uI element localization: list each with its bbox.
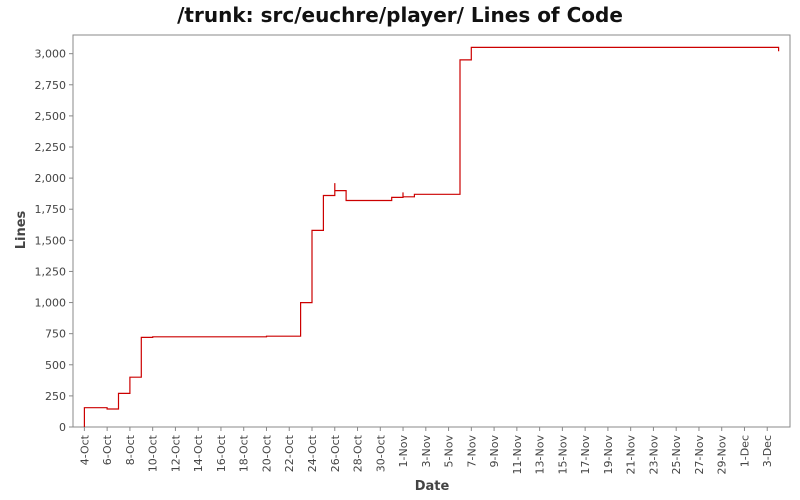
series-layer: [83, 46, 780, 427]
y-tick-label: 1,250: [35, 265, 67, 278]
x-tick-label: 6-Oct: [101, 434, 114, 465]
y-tick-label: 250: [45, 390, 66, 403]
chart-title: /trunk: src/euchre/player/ Lines of Code: [177, 3, 623, 27]
y-tick-label: 2,000: [35, 172, 67, 185]
y-tick-label: 2,500: [35, 110, 67, 123]
x-tick-label: 5-Nov: [443, 435, 456, 468]
x-tick-label: 3-Nov: [420, 435, 433, 468]
x-tick-label: 11-Nov: [511, 435, 524, 475]
y-tick-label: 1,000: [35, 297, 67, 310]
x-tick-label: 16-Oct: [215, 434, 228, 472]
x-tick-label: 25-Nov: [670, 435, 683, 475]
y-tick-label: 500: [45, 359, 66, 372]
x-tick-label: 1-Dec: [738, 435, 751, 467]
x-axis: 4-Oct 6-Oct 8-Oct 10-Oct 12-Oct 14-Oct 16-Oct 1…: [78, 427, 774, 474]
x-tick-label: 28-Oct: [352, 434, 365, 472]
x-tick-label: 24-Oct: [306, 434, 319, 472]
y-axis-label: Lines: [14, 210, 29, 249]
y-tick-label: 2,750: [35, 79, 67, 92]
y-tick-label: 0: [59, 421, 66, 434]
x-tick-label: 14-Oct: [192, 434, 205, 472]
x-tick-label: 1-Nov: [397, 435, 410, 468]
plot-area: [72, 34, 791, 428]
x-tick-label: 19-Nov: [602, 435, 615, 475]
y-axis: 0 250 500 750 1,000 1,250 1,500 1,750 2,000 2,250…: [35, 48, 73, 434]
x-tick-label: 4-Oct: [78, 434, 91, 465]
x-tick-label: 17-Nov: [579, 435, 592, 475]
x-tick-label: 21-Nov: [625, 435, 638, 475]
y-tick-label: 1,750: [35, 203, 67, 216]
x-tick-label: 7-Nov: [465, 435, 478, 468]
x-axis-label: Date: [415, 479, 450, 494]
x-tick-label: 8-Oct: [124, 434, 137, 465]
x-tick-label: 12-Oct: [169, 434, 182, 472]
x-tick-label: 13-Nov: [534, 435, 547, 475]
y-tick-label: 750: [45, 328, 66, 341]
y-tick-label: 1,500: [35, 234, 67, 247]
series-line: [83, 46, 780, 427]
x-tick-label: 29-Nov: [716, 435, 729, 475]
x-tick-label: 30-Oct: [374, 434, 387, 472]
y-tick-label: 3,000: [35, 48, 67, 61]
x-tick-label: 18-Oct: [238, 434, 251, 472]
x-tick-label: 15-Nov: [556, 435, 569, 475]
x-tick-label: 10-Oct: [147, 434, 160, 472]
x-tick-label: 22-Oct: [283, 434, 296, 472]
y-tick-label: 2,250: [35, 141, 67, 154]
x-tick-label: 23-Nov: [647, 435, 660, 475]
x-tick-label: 27-Nov: [693, 435, 706, 475]
x-tick-label: 26-Oct: [329, 434, 342, 472]
x-tick-label: 3-Dec: [761, 435, 774, 467]
x-tick-label: 20-Oct: [260, 434, 273, 472]
x-tick-label: 9-Nov: [488, 435, 501, 468]
